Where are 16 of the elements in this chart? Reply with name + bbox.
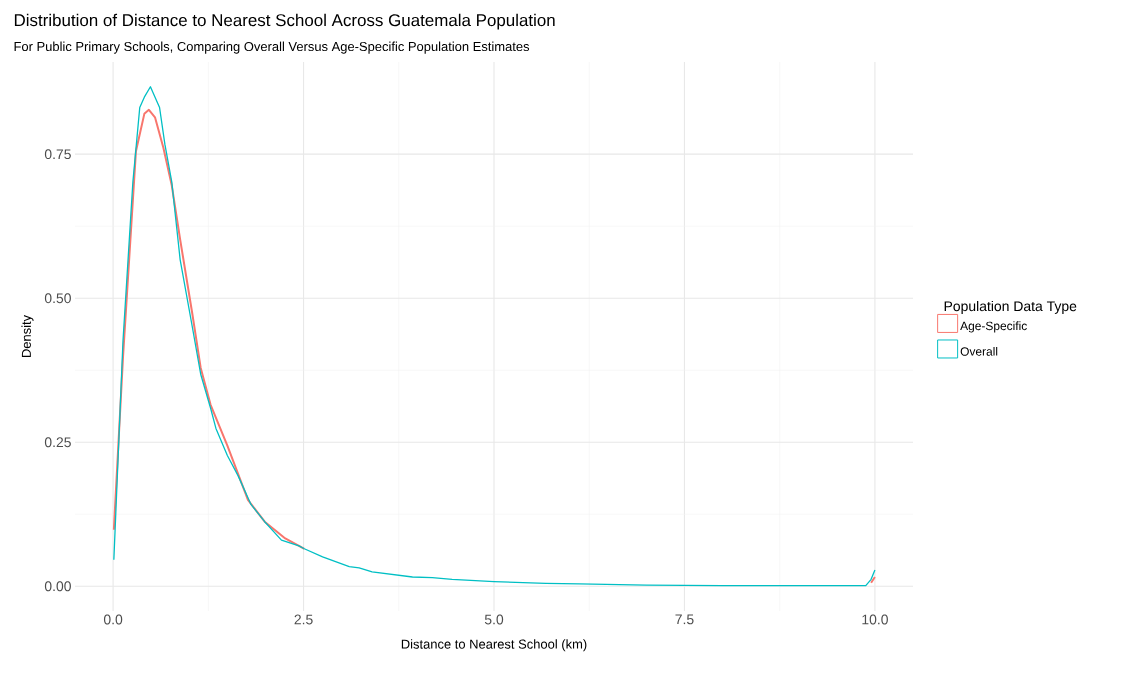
- y-tick-label: 0.75: [44, 149, 71, 160]
- chart-title: Distribution of Distance to Nearest School Across Guatemala Population: [14, 13, 555, 30]
- legend-label: Age-Specific: [960, 321, 1027, 333]
- legend-title: Population Data Type: [944, 300, 1077, 314]
- x-tick-label: 10.0: [862, 614, 888, 625]
- y-axis-title: Density: [21, 314, 34, 358]
- chart-subtitle: For Public Primary Schools, Comparing Overall Versus Age-Specific Population Estimates: [14, 41, 530, 54]
- y-tick-label: 0.00: [44, 581, 71, 592]
- x-tick-label: 7.5: [675, 614, 694, 625]
- x-axis-title: Distance to Nearest School (km): [401, 639, 587, 652]
- y-tick-label: 0.50: [44, 293, 71, 304]
- y-tick-label: 0.25: [44, 437, 71, 448]
- legend-label: Overall: [960, 346, 998, 356]
- x-tick-label: 5.0: [484, 614, 504, 625]
- x-tick-label: 0.0: [103, 614, 123, 625]
- x-tick-label: 2.5: [294, 614, 313, 625]
